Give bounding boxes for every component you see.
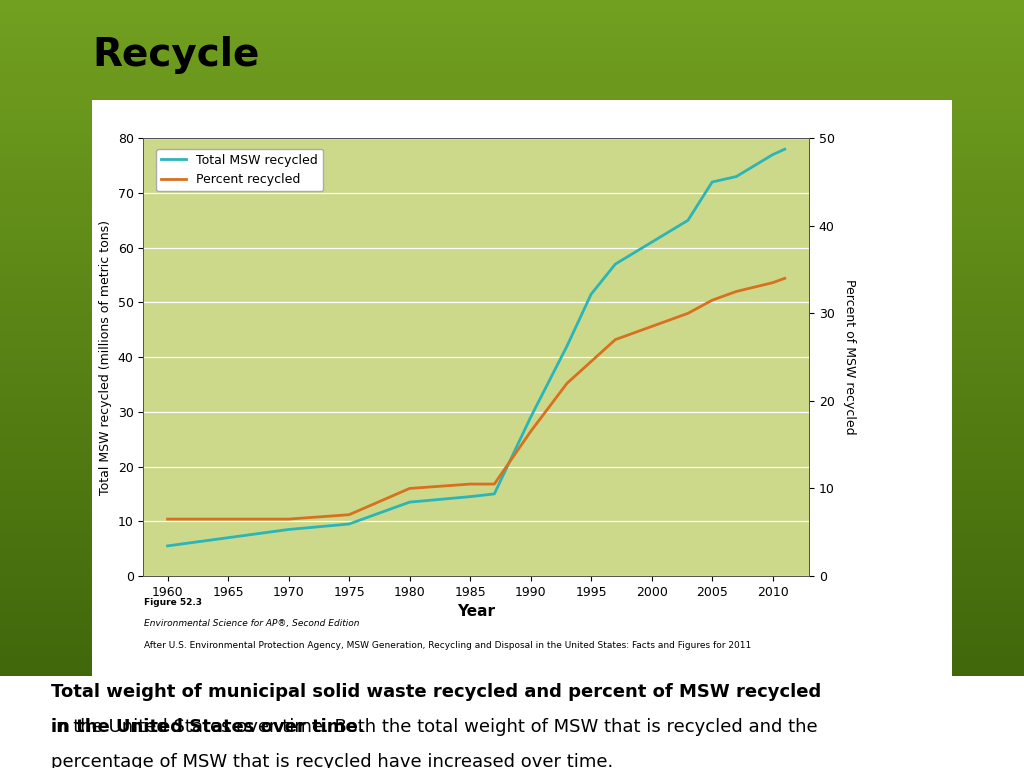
Percent recycled: [403, 484, 416, 493]
Total MSW recycled: [767, 150, 779, 159]
Percent recycled: [464, 479, 476, 488]
Total MSW recycled: [609, 260, 622, 269]
Line: Percent recycled: Percent recycled: [168, 278, 784, 519]
Text: in the United States over time.: in the United States over time.: [51, 718, 365, 736]
Text: Total weight of municipal solid waste recycled and percent of MSW recycled: Total weight of municipal solid waste re…: [51, 684, 821, 701]
Total MSW recycled: [524, 412, 537, 422]
Total MSW recycled: [162, 541, 174, 551]
Total MSW recycled: [561, 342, 573, 351]
Percent recycled: [767, 278, 779, 287]
Legend: Total MSW recycled, Percent recycled: Total MSW recycled, Percent recycled: [157, 149, 323, 191]
Percent recycled: [561, 379, 573, 388]
Percent recycled: [524, 427, 537, 436]
Percent recycled: [283, 515, 295, 524]
Total MSW recycled: [682, 216, 694, 225]
Text: percentage of MSW that is recycled have increased over time.: percentage of MSW that is recycled have …: [51, 753, 613, 768]
Text: After U.S. Environmental Protection Agency, MSW Generation, Recycling and Dispos: After U.S. Environmental Protection Agen…: [143, 641, 751, 650]
Total MSW recycled: [283, 525, 295, 534]
Total MSW recycled: [403, 498, 416, 507]
Percent recycled: [682, 309, 694, 318]
Text: in the United States over time. Both the total weight of MSW that is recycled an: in the United States over time. Both the…: [51, 718, 818, 736]
X-axis label: Year: Year: [457, 604, 496, 619]
Percent recycled: [730, 287, 742, 296]
Total MSW recycled: [778, 144, 791, 154]
Percent recycled: [778, 273, 791, 283]
Total MSW recycled: [222, 533, 234, 542]
Total MSW recycled: [464, 492, 476, 502]
Total MSW recycled: [645, 237, 657, 247]
Percent recycled: [343, 510, 355, 519]
Percent recycled: [162, 515, 174, 524]
Percent recycled: [222, 515, 234, 524]
Total MSW recycled: [585, 290, 597, 299]
Percent recycled: [645, 322, 657, 331]
Text: Environmental Science for AP®, Second Edition: Environmental Science for AP®, Second Ed…: [143, 619, 359, 627]
Total MSW recycled: [730, 172, 742, 181]
Percent recycled: [609, 335, 622, 344]
Total MSW recycled: [706, 177, 718, 187]
Y-axis label: Percent of MSW recycled: Percent of MSW recycled: [843, 280, 855, 435]
Y-axis label: Total MSW recycled (millions of metric tons): Total MSW recycled (millions of metric t…: [99, 220, 112, 495]
Text: Figure 52.3: Figure 52.3: [143, 598, 202, 607]
Percent recycled: [706, 296, 718, 305]
Percent recycled: [585, 357, 597, 366]
Total MSW recycled: [343, 519, 355, 528]
Percent recycled: [488, 479, 501, 488]
Total MSW recycled: [488, 489, 501, 498]
Text: Recycle: Recycle: [92, 36, 259, 74]
Line: Total MSW recycled: Total MSW recycled: [168, 149, 784, 546]
